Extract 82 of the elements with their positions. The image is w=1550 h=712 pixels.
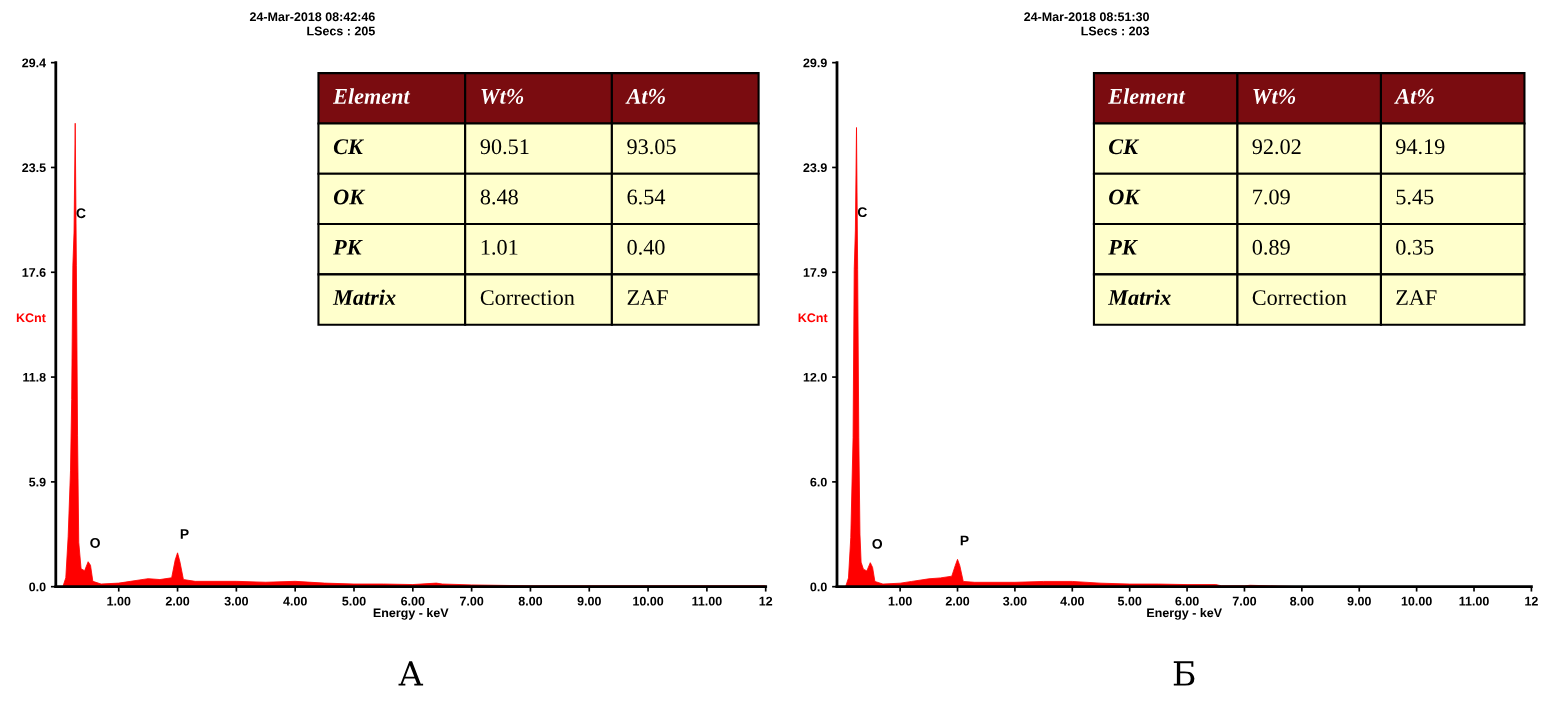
- annotation: P: [180, 529, 189, 539]
- x-tick-label: 8.00: [1290, 596, 1314, 606]
- x-tick-label: 10.00: [1401, 596, 1432, 606]
- x-axis-title: Energy - keV: [373, 608, 449, 620]
- annotation: C: [857, 207, 867, 218]
- annotation: OK: [333, 189, 366, 205]
- annotation: 94.19: [1396, 139, 1445, 155]
- x-tick-label: 7.00: [1232, 596, 1257, 606]
- y-tick-label: 23.5: [22, 163, 46, 173]
- text: Б: [1173, 661, 1195, 686]
- x-tick-label: 8.00: [518, 596, 543, 606]
- annotation: CK: [333, 139, 365, 155]
- annotation: O: [90, 538, 100, 548]
- y-tick-label: 0.0: [29, 582, 46, 592]
- annotation: 7.09: [1253, 189, 1290, 205]
- x-tick-label: 3.00: [224, 596, 249, 606]
- x-tick-label: 7.00: [460, 596, 484, 606]
- annotation: ZAF: [1396, 290, 1437, 305]
- x-axis-title: Energy - keV: [1147, 608, 1222, 620]
- chart-subtitle: LSecs : 205: [307, 26, 375, 36]
- annotation: 1.01: [481, 239, 518, 255]
- annotation: 90.51: [480, 139, 529, 155]
- y-tick-label: 5.9: [29, 477, 46, 487]
- x-tick-label: 11.00: [1459, 596, 1489, 606]
- y-axis-title: KCnt: [16, 313, 46, 323]
- annotation: CK: [1109, 139, 1140, 155]
- annotation: 6.54: [627, 189, 666, 205]
- annotation: Element: [1108, 88, 1186, 104]
- annotation: ZAF: [627, 290, 668, 305]
- annotation: At%: [625, 88, 665, 104]
- y-tick-label: 29.4: [22, 58, 47, 68]
- annotation: Correction: [480, 290, 575, 306]
- x-tick-label: 2.00: [165, 596, 190, 606]
- annotation: PK: [333, 240, 363, 255]
- annotation: At%: [1394, 88, 1434, 104]
- chart-title: 24-Mar-2018 08:42:46: [249, 12, 375, 22]
- x-tick-label: 10.00: [633, 596, 664, 606]
- annotation: Matrix: [1107, 289, 1171, 306]
- x-tick-label: 4.00: [1060, 596, 1084, 606]
- annotation: PK: [1108, 240, 1138, 255]
- x-tick-label: 1.00: [107, 596, 131, 606]
- annotation: Element: [332, 88, 411, 104]
- y-tick-label: 23.9: [803, 163, 827, 173]
- x-tick-label: 5.00: [1117, 596, 1142, 606]
- annotation: 92.02: [1252, 139, 1301, 155]
- annotation: 5.45: [1396, 189, 1434, 205]
- annotation: 93.05: [627, 139, 676, 155]
- y-tick-label: 0.0: [810, 582, 827, 592]
- x-tick-label: 9.00: [577, 596, 601, 606]
- x-tick-label: 9.00: [1347, 596, 1371, 606]
- x-tick-label: 1.00: [888, 596, 912, 606]
- y-tick-label: 17.6: [22, 268, 46, 277]
- annotation: OK: [1109, 189, 1141, 205]
- annotation: Correction: [1252, 290, 1347, 306]
- x-tick-label: 12: [759, 596, 773, 606]
- x-tick-label: 12: [1525, 596, 1538, 606]
- x-tick-label: 5.00: [342, 596, 366, 606]
- chart-subtitle: LSecs : 203: [1081, 26, 1150, 36]
- x-tick-label: 4.00: [283, 596, 307, 606]
- annotation: P: [960, 535, 969, 546]
- annotation: Wt%: [1253, 88, 1296, 104]
- annotation: 0.89: [1252, 239, 1290, 255]
- annotation: Matrix: [332, 289, 396, 306]
- x-tick-label: 6.00: [1175, 596, 1199, 606]
- y-tick-label: 17.9: [803, 268, 827, 277]
- x-tick-label: 3.00: [1003, 596, 1027, 606]
- x-tick-label: 2.00: [945, 596, 970, 606]
- y-tick-label: 6.0: [810, 477, 827, 487]
- annotation: 0.40: [627, 239, 665, 255]
- x-tick-label: 11.00: [692, 596, 722, 606]
- annotation: Wt%: [481, 88, 524, 104]
- text: А: [398, 661, 424, 686]
- y-tick-label: 12.0: [803, 372, 827, 382]
- y-tick-label: 29.9: [803, 58, 827, 68]
- annotation: 0.35: [1396, 239, 1434, 255]
- annotation: O: [872, 538, 883, 549]
- chart-title: 24-Mar-2018 08:51:30: [1024, 12, 1149, 22]
- y-axis-title: KCnt: [798, 313, 828, 323]
- annotation: 8.48: [480, 189, 518, 205]
- y-tick-label: 11.8: [23, 372, 46, 382]
- annotation: C: [76, 208, 86, 219]
- x-tick-label: 6.00: [401, 596, 425, 606]
